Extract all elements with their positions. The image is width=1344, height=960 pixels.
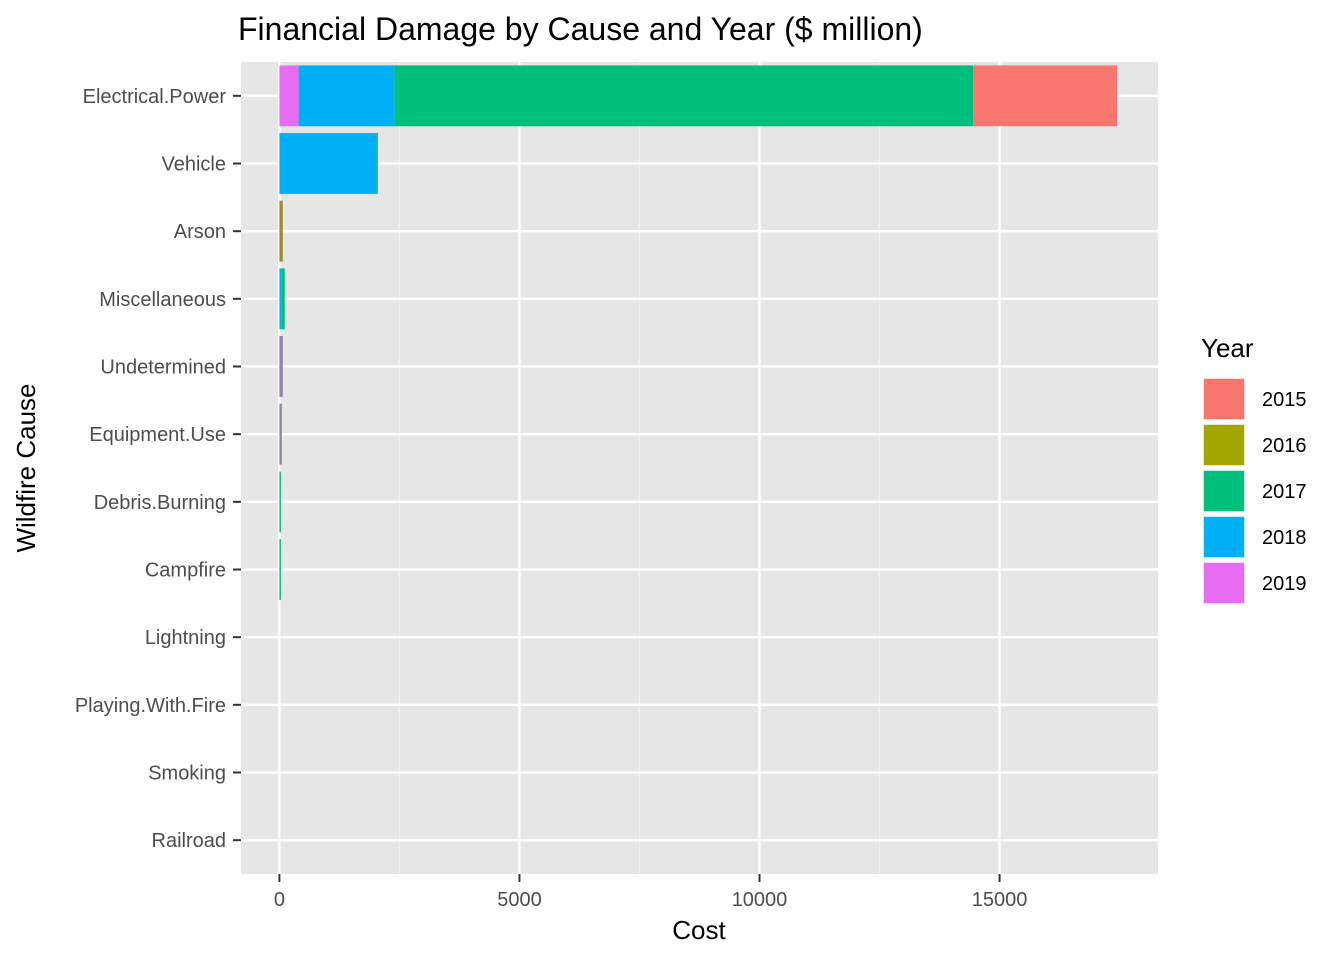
bar-Miscellaneous-2018 (279, 268, 282, 330)
y-axis-title: Wildfire Cause (11, 383, 41, 552)
x-axis-title: Cost (672, 915, 726, 945)
chart-title: Financial Damage by Cause and Year ($ mi… (238, 11, 923, 47)
y-tick-label: Debris.Burning (94, 492, 226, 514)
y-tick-label: Campfire (145, 560, 226, 582)
legend: Year 2015 2016 2017 2018 2019 (1201, 333, 1307, 605)
y-tick-label: Equipment.Use (89, 424, 226, 446)
legend-key-2016 (1202, 423, 1246, 467)
legend-label-2018: 2018 (1262, 527, 1307, 549)
plot-panel (241, 62, 1158, 874)
y-tick-label: Smoking (148, 763, 226, 785)
bar-Miscellaneous-2017 (281, 268, 285, 330)
legend-label-2017: 2017 (1262, 481, 1307, 503)
grid-lines (241, 62, 1158, 874)
y-tick-label: Playing.With.Fire (75, 695, 226, 717)
bar-Electrical.Power-2015 (973, 65, 1118, 127)
x-tick-label: 0 (274, 889, 285, 911)
y-tick-label: Vehicle (162, 154, 227, 176)
bar-Undetermined-2019 (279, 336, 281, 397)
bar-Electrical.Power-2017 (394, 65, 974, 127)
x-tick-label: 15000 (972, 889, 1028, 911)
bar-Electrical.Power-2018 (298, 65, 395, 127)
legend-title: Year (1201, 333, 1254, 363)
y-axis: Electrical.Power Vehicle Arson Miscellaneou… (75, 86, 241, 852)
bar-Arson-2016 (279, 200, 283, 262)
bar-Equipment.Use-2019 (279, 403, 281, 465)
bar-Vehicle-2017 (376, 133, 378, 194)
x-tick-label: 10000 (732, 889, 788, 911)
bar-Campfire-2017 (279, 539, 281, 600)
bar-Vehicle-2018 (279, 133, 377, 194)
bar-Equipment.Use-2018 (280, 403, 282, 465)
y-tick-label: Railroad (152, 830, 226, 852)
y-tick-label: Arson (174, 221, 226, 243)
x-axis: 0 5000 10000 15000 (274, 874, 1028, 911)
legend-label-2019: 2019 (1262, 573, 1307, 595)
y-tick-label: Lightning (145, 627, 226, 649)
legend-key-2017 (1202, 469, 1246, 513)
y-tick-label: Miscellaneous (99, 289, 226, 311)
legend-key-2019 (1202, 561, 1246, 605)
legend-label-2016: 2016 (1262, 435, 1307, 457)
legend-key-2015 (1202, 377, 1246, 421)
legend-label-2015: 2015 (1262, 389, 1307, 411)
bar-Electrical.Power-2019 (279, 65, 299, 127)
y-tick-label: Electrical.Power (83, 86, 227, 108)
bars (279, 65, 1118, 600)
y-tick-label: Undetermined (100, 357, 226, 379)
legend-key-2018 (1202, 515, 1246, 559)
bar-Undetermined-2018 (280, 336, 283, 397)
bar-Debris.Burning-2017 (279, 471, 281, 533)
x-tick-label: 5000 (497, 889, 542, 911)
